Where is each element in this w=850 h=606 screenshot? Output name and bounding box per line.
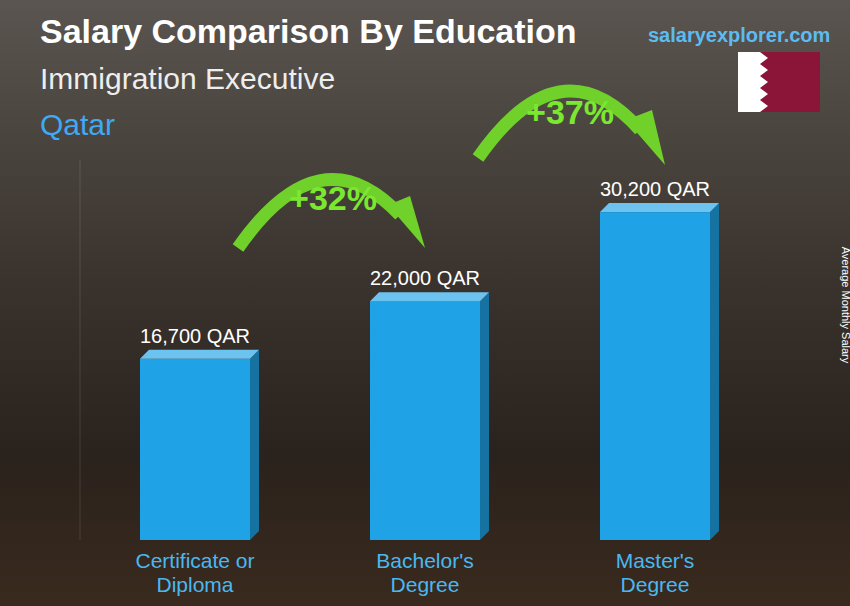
svg-text:+32%: +32% [289,179,377,217]
svg-text:Master'sDegree: Master'sDegree [616,549,695,596]
svg-text:Average Monthly Salary: Average Monthly Salary [840,247,842,364]
html-text:salaryexplorer.com: salaryexplorer.com [648,24,831,46]
svg-text:Bachelor'sDegree: Bachelor'sDegree [376,549,473,596]
svg-text:16,700 QAR: 16,700 QAR [140,325,250,347]
svg-text:Certificate orDiploma: Certificate orDiploma [135,549,254,596]
svg-text:+37%: +37% [526,93,614,131]
html-text:Salary Comparison By Education: Salary Comparison By Education [40,12,577,50]
html-text:Qatar: Qatar [40,108,115,141]
svg-text:30,200 QAR: 30,200 QAR [600,178,710,200]
svg-text:22,000 QAR: 22,000 QAR [370,267,480,289]
html-text:Immigration Executive: Immigration Executive [40,62,336,95]
